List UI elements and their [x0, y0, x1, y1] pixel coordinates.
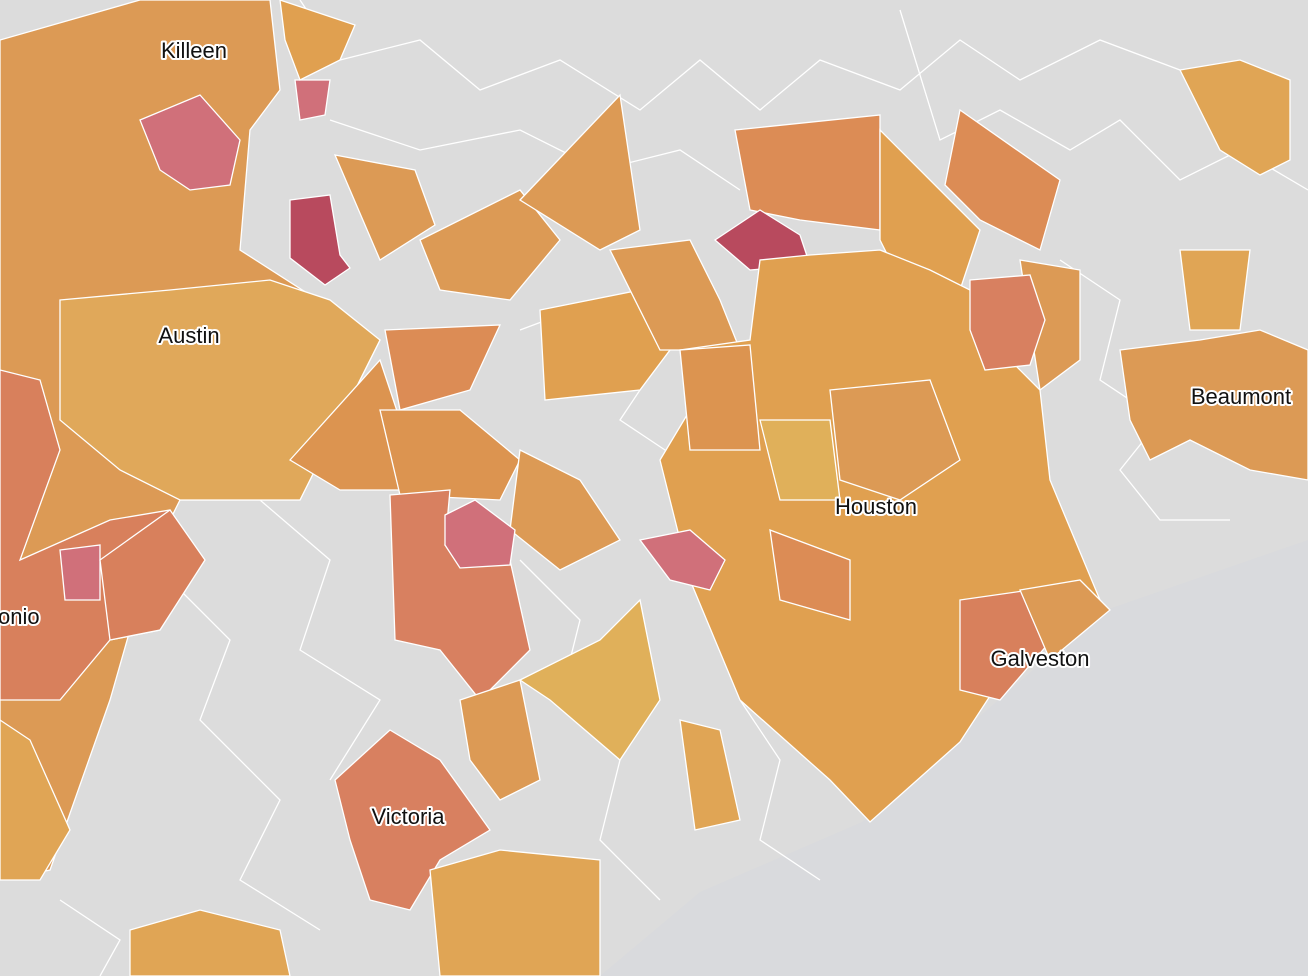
city-label: Victoria [372, 804, 446, 829]
city-labels: Killeen Austin onio Houston Beaumont Gal… [0, 36, 1293, 831]
city-label: Houston [835, 494, 917, 519]
city-label: Killeen [161, 38, 227, 63]
city-label: Beaumont [1191, 384, 1291, 409]
city-label: Austin [158, 323, 219, 348]
gulf-water [600, 540, 1308, 976]
city-label: onio [0, 604, 40, 629]
county-borders [59, 0, 1308, 976]
city-label: Galveston [990, 646, 1089, 671]
